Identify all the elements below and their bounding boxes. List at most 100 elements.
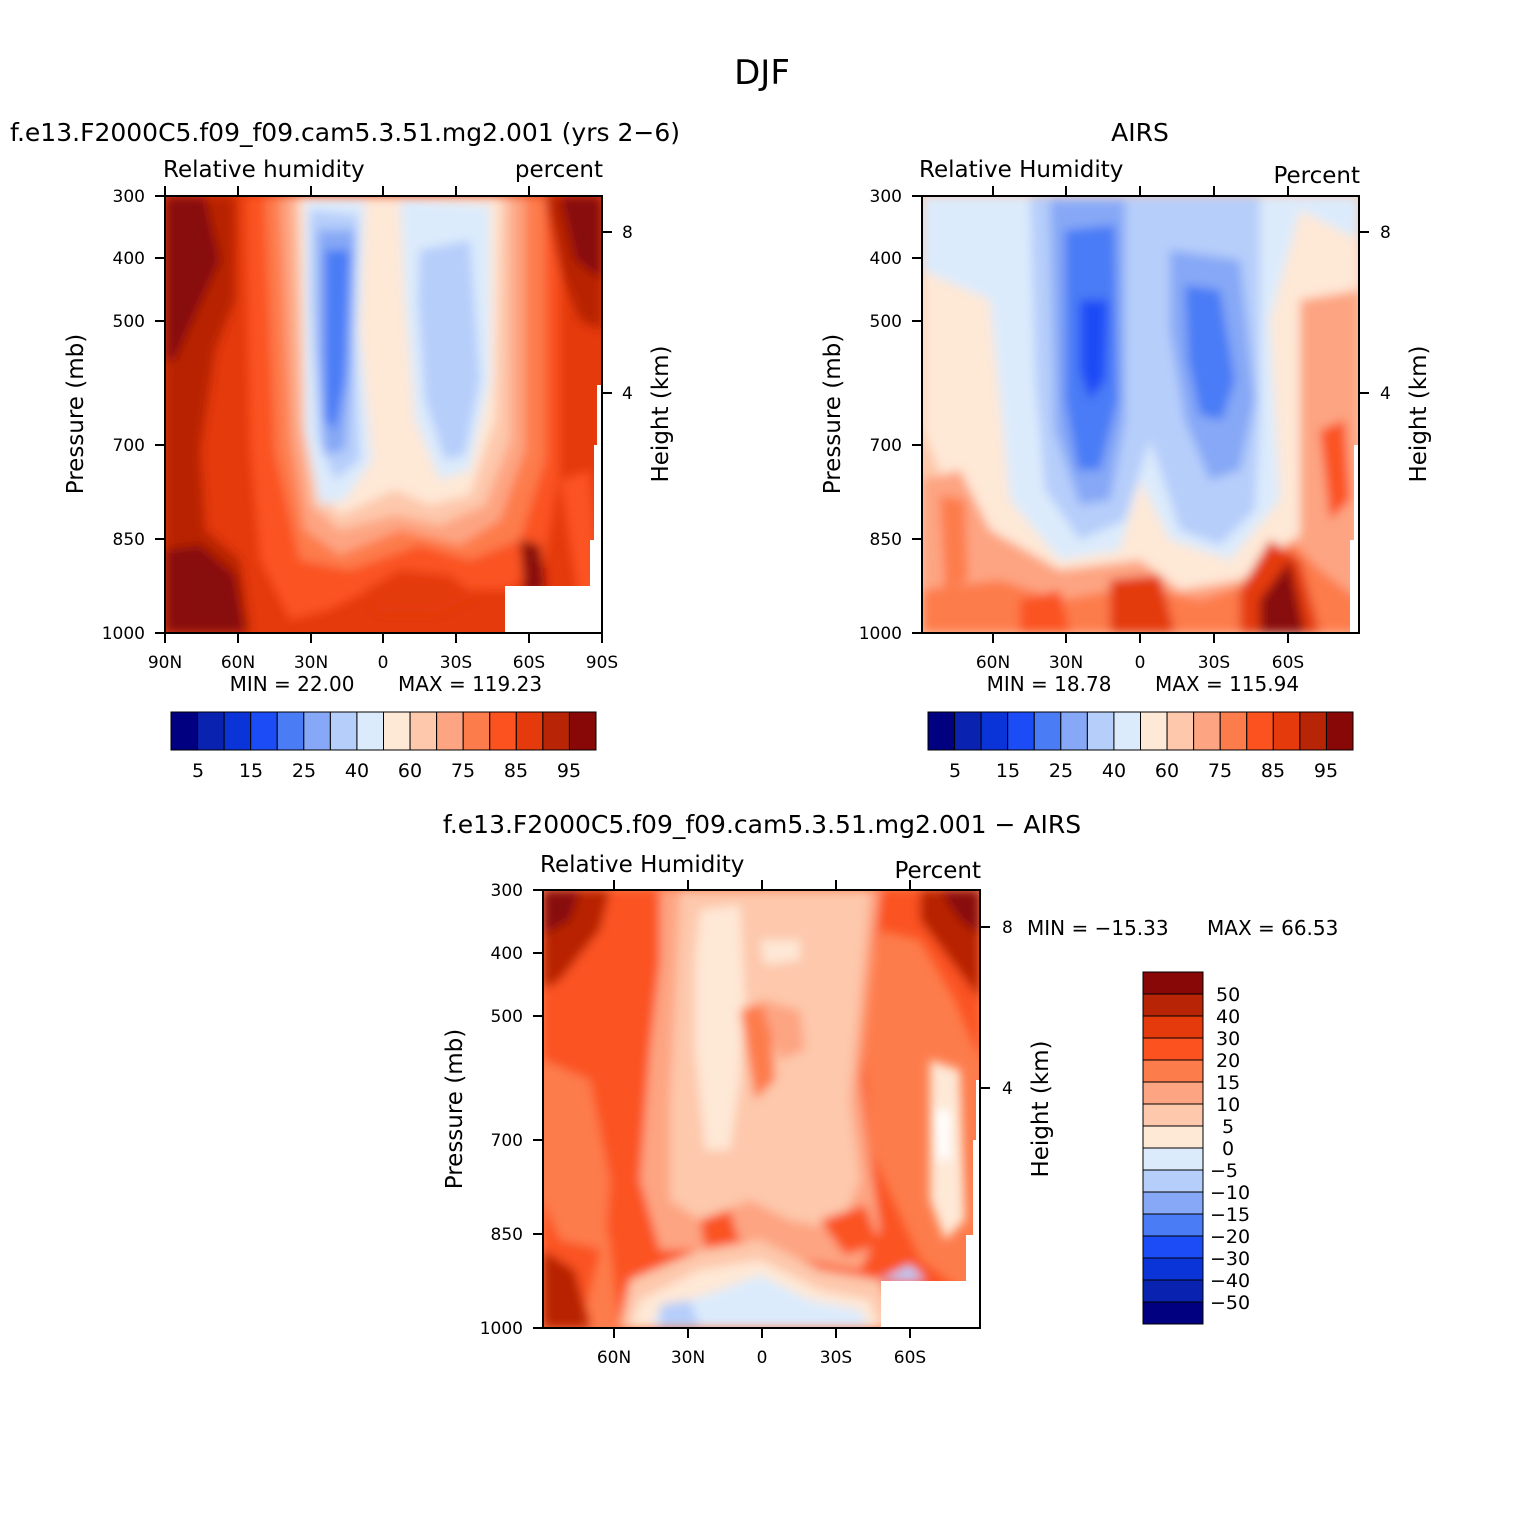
panel-airs-colorbar-labels: 5 15 25 40 60 75 85 95	[949, 760, 1338, 782]
panel-airs-right-ticks: 8 4	[1380, 223, 1391, 404]
colorbar-label: 5	[192, 760, 204, 782]
ytick-label: 400	[491, 944, 523, 964]
colorbar-swatch	[1142, 1191, 1204, 1215]
ytick-label: 850	[113, 530, 145, 550]
panel-model-subtitle-right: percent	[515, 157, 603, 183]
height-tick-label: 8	[1380, 223, 1391, 243]
panel-airs-subtitle-right: Percent	[1273, 163, 1360, 189]
height-tick-label: 4	[622, 384, 633, 404]
xtick-label: 30S	[820, 1348, 852, 1368]
colorbar-swatch	[1299, 711, 1327, 751]
height-tick-label: 4	[1380, 384, 1391, 404]
panel-model-subtitle-left: Relative humidity	[163, 157, 365, 183]
panel-model-ylabel: Pressure (mb)	[63, 334, 89, 494]
colorbar-swatch	[409, 711, 438, 751]
ytick-label: 850	[870, 530, 902, 550]
colorbar-swatch	[1142, 1125, 1204, 1149]
xtick-label: 30S	[440, 653, 472, 673]
panel-diff-ylabel-right: Height (km)	[1028, 1040, 1054, 1177]
colorbar-swatch	[1272, 711, 1301, 751]
colorbar-label: 85	[1261, 760, 1285, 782]
colorbar-label: 40	[1216, 1006, 1240, 1028]
panel-model-right-ticks: 8 4	[622, 223, 633, 404]
colorbar-label: 30	[1216, 1028, 1240, 1050]
xtick-label: 60S	[513, 653, 545, 673]
panel-airs-ylabel-right: Height (km)	[1406, 345, 1432, 482]
colorbar-label: −20	[1210, 1226, 1250, 1248]
ytick-label: 500	[870, 312, 902, 332]
panel-diff-yticks: 300 400 500 700 850 1000	[480, 881, 523, 1339]
colorbar-swatch	[356, 711, 384, 751]
colorbar-swatch	[1142, 1081, 1204, 1105]
colorbar-swatch	[1086, 711, 1115, 751]
colorbar-swatch	[1142, 1169, 1204, 1193]
colorbar-swatch	[568, 711, 597, 751]
panel-airs-field	[922, 196, 1359, 633]
colorbar-label: −30	[1210, 1248, 1250, 1270]
panel-airs-colorbar	[927, 711, 1354, 751]
colorbar-swatch	[1142, 1235, 1204, 1259]
colorbar-label: 25	[1049, 760, 1073, 782]
xtick-label: 60N	[976, 653, 1010, 673]
xtick-label: 0	[757, 1348, 768, 1368]
panel-diff-xticks: 60N 30N 0 30S 60S	[597, 1348, 926, 1368]
colorbar-swatch	[515, 711, 544, 751]
colorbar-label: 95	[1314, 760, 1338, 782]
colorbar-swatch	[383, 711, 411, 751]
panel-diff-axes	[533, 880, 990, 1338]
colorbar-label: 40	[345, 760, 369, 782]
colorbar-swatch	[489, 711, 517, 751]
panel-airs-max: MAX = 115.94	[1155, 672, 1299, 696]
xtick-label: 60S	[1272, 653, 1304, 673]
colorbar-label: 0	[1222, 1138, 1234, 1160]
height-tick-label: 4	[1002, 1079, 1013, 1099]
colorbar-swatch	[329, 711, 358, 751]
colorbar-swatch	[276, 711, 305, 751]
colorbar-swatch	[1193, 711, 1221, 751]
colorbar-swatch	[954, 711, 982, 751]
panel-model: f.e13.F2000C5.f09_f09.cam5.3.51.mg2.001 …	[10, 118, 680, 782]
panel-model-min: MIN = 22.00	[230, 672, 355, 696]
panel-diff-subtitle-right: Percent	[894, 858, 981, 884]
colorbar-swatch	[1142, 1301, 1204, 1325]
panel-airs-axes	[912, 186, 1369, 643]
colorbar-label: −5	[1210, 1160, 1238, 1182]
colorbar-swatch	[1142, 1059, 1204, 1083]
xtick-label: 0	[378, 653, 389, 673]
panel-diff-ylabel: Pressure (mb)	[442, 1029, 468, 1189]
colorbar-label: 10	[1216, 1094, 1240, 1116]
colorbar-label: 60	[1155, 760, 1179, 782]
ytick-label: 300	[870, 187, 902, 207]
colorbar-swatch	[1060, 711, 1088, 751]
colorbar-label: 75	[451, 760, 475, 782]
panel-model-max: MAX = 119.23	[398, 672, 542, 696]
colorbar-swatch	[1142, 971, 1204, 995]
colorbar-label: 60	[398, 760, 422, 782]
ytick-label: 700	[113, 436, 145, 456]
ytick-label: 300	[491, 881, 523, 901]
colorbar-label: 5	[949, 760, 961, 782]
panel-model-colorbar	[170, 711, 597, 751]
colorbar-swatch	[223, 711, 252, 751]
panel-model-colorbar-labels: 5 15 25 40 60 75 85 95	[192, 760, 581, 782]
ytick-label: 500	[113, 312, 145, 332]
colorbar-swatch	[1142, 1279, 1204, 1303]
panel-model-ylabel-right: Height (km)	[648, 345, 674, 482]
ytick-label: 850	[491, 1225, 523, 1245]
colorbar-swatch	[1142, 1257, 1204, 1281]
height-tick-label: 8	[1002, 918, 1013, 938]
colorbar-swatch	[436, 711, 464, 751]
colorbar-swatch	[927, 711, 956, 751]
panel-model-axes	[155, 186, 612, 643]
colorbar-label: 50	[1216, 984, 1240, 1006]
colorbar-swatch	[1140, 711, 1168, 751]
panel-diff-min: MIN = −15.33	[1027, 916, 1169, 940]
ytick-label: 400	[113, 249, 145, 269]
panel-diff: f.e13.F2000C5.f09_f09.cam5.3.51.mg2.001 …	[442, 810, 1338, 1368]
panel-model-xticks: 90N 60N 30N 0 30S 60S 90S	[148, 653, 618, 673]
colorbar-swatch	[1113, 711, 1141, 751]
panel-diff-title: f.e13.F2000C5.f09_f09.cam5.3.51.mg2.001 …	[443, 810, 1081, 839]
panel-diff-colorbar	[1142, 971, 1204, 1325]
colorbar-label: 20	[1216, 1050, 1240, 1072]
